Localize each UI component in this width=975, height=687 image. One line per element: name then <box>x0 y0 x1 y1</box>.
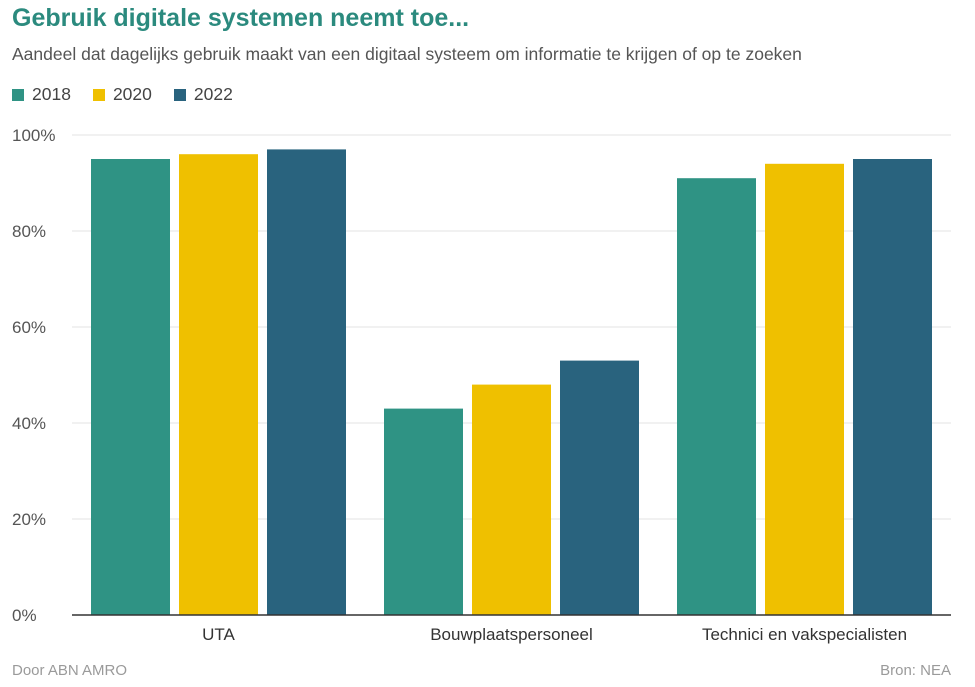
legend-label-2020: 2020 <box>112 84 152 104</box>
y-tick-label: 80% <box>12 222 46 241</box>
legend: 2018 2020 2022 <box>12 84 233 105</box>
bar <box>765 163 844 616</box>
bar <box>267 149 346 615</box>
bar <box>91 159 170 615</box>
y-tick-label: 60% <box>12 318 46 337</box>
chart-subtitle: Aandeel dat dagelijks gebruik maakt van … <box>12 44 802 64</box>
legend-swatch-2020 <box>92 88 105 101</box>
x-category-label: Bouwplaatspersoneel <box>430 625 593 644</box>
footer-source: Bron: NEA <box>880 662 951 679</box>
legend-item-2022: 2022 <box>173 84 233 105</box>
bar <box>560 360 639 615</box>
legend-label-2018: 2018 <box>32 84 71 104</box>
bar <box>472 384 551 615</box>
x-category-label: UTA <box>202 625 235 644</box>
y-tick-label: 20% <box>12 510 46 529</box>
legend-label-2022: 2022 <box>193 84 233 104</box>
legend-swatch-2022 <box>173 88 186 101</box>
legend-swatch-2018 <box>12 88 24 101</box>
bar <box>853 159 932 615</box>
bar <box>179 154 258 615</box>
x-category-label: Technici en vakspecialisten <box>702 625 907 644</box>
bar <box>677 178 756 615</box>
y-tick-label: 40% <box>12 414 46 433</box>
legend-item-2020: 2020 <box>92 84 152 105</box>
y-tick-label: 100% <box>12 126 55 145</box>
legend-item-2018: 2018 <box>12 84 71 105</box>
footer-credit: Door ABN AMRO <box>12 662 128 679</box>
y-tick-label: 0% <box>12 606 37 625</box>
chart-title: Gebruik digitale systemen neemt toe... <box>12 4 470 32</box>
bar <box>384 408 463 615</box>
